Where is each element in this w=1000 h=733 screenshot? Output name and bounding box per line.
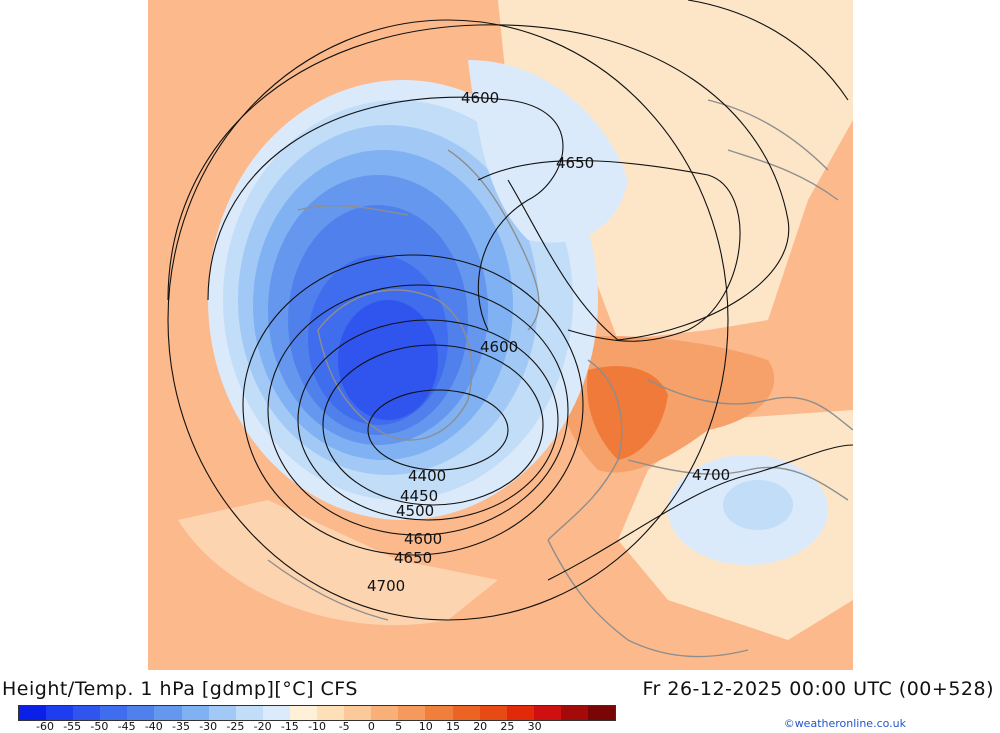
contour-label: 4450 <box>400 487 438 505</box>
legend-swatch <box>289 706 318 720</box>
contour-4500 <box>297 319 559 521</box>
cold-patch-east-core <box>723 480 793 530</box>
legend-tick-label: -60 <box>36 720 54 733</box>
legend-tick-label: -30 <box>199 720 218 733</box>
legend-tick-label: -40 <box>144 720 163 733</box>
legend-swatch <box>506 706 534 720</box>
legend-swatch <box>533 706 561 720</box>
map-title: Height/Temp. 1 hPa [gdmp][°C] CFS <box>2 678 358 700</box>
weather-map: 4600 4650 4600 4400 4450 4500 4600 4650 … <box>148 0 853 670</box>
contour-4650-north <box>167 24 790 341</box>
contour-label: 4700 <box>692 466 730 484</box>
legend-swatch <box>479 706 507 720</box>
map-canvas: 4600 4650 4600 4400 4450 4500 4600 4650 … <box>148 0 853 670</box>
legend-tick-label: -20 <box>253 720 272 733</box>
contour-label: 4600 <box>480 338 518 356</box>
warm-anomaly-inner <box>587 366 668 460</box>
contour-4400 <box>367 389 509 471</box>
contour-4600-north <box>207 96 564 331</box>
legend-swatch <box>371 706 399 720</box>
contour-4700-east <box>547 444 853 581</box>
contour-4700-ne <box>687 0 849 101</box>
legend-swatch <box>560 706 588 720</box>
legend-tick-label: -15 <box>280 720 299 733</box>
legend-swatch <box>587 706 616 720</box>
contour-4550 <box>267 284 569 536</box>
contour-4650-mid <box>477 160 741 342</box>
color-legend-ticks: -60 -55 -50 -45 -40 -35 -30 -25 -20 -15 -10 -5 0 5 10 1… <box>18 720 564 733</box>
legend-tick-label: 30 <box>527 720 542 733</box>
legend-swatch <box>317 706 345 720</box>
legend-swatch <box>452 706 480 720</box>
legend-swatch <box>127 706 155 720</box>
legend-swatch <box>19 706 47 720</box>
legend-swatch <box>398 706 426 720</box>
legend-swatch <box>73 706 101 720</box>
contour-label: 4600 <box>404 530 442 548</box>
valid-time: Fr 26-12-2025 00:00 UTC (00+528) <box>642 678 994 700</box>
light-warm-region-south <box>178 500 498 626</box>
contour-label: 4500 <box>396 502 434 520</box>
legend-tick-label: 0 <box>367 720 375 733</box>
legend-swatch <box>181 706 209 720</box>
contour-label: 4650 <box>556 154 594 172</box>
contour-label: 4700 <box>367 577 405 595</box>
coastlines <box>267 99 853 658</box>
legend-tick-label: -55 <box>63 720 82 733</box>
legend-tick-label: 25 <box>500 720 515 733</box>
legend-swatch <box>154 706 182 720</box>
legend-tick-label: 20 <box>473 720 488 733</box>
height-contours <box>167 0 853 621</box>
contour-labels: 4600 4650 4600 4400 4450 4500 4600 4650 … <box>367 89 730 595</box>
contour-4600 <box>242 254 584 556</box>
credit-text: ©weatheronline.co.uk <box>783 717 906 730</box>
legend-tick-label: 5 <box>395 720 403 733</box>
legend-swatch <box>100 706 128 720</box>
contour-label: 4400 <box>408 467 446 485</box>
legend-tick-label: -50 <box>90 720 109 733</box>
legend-tick-label: -10 <box>308 720 326 733</box>
legend-tick-label: 10 <box>418 720 433 733</box>
cold-tongue-north <box>468 60 628 243</box>
contour-label: 4600 <box>461 89 499 107</box>
legend-tick-label: -25 <box>226 720 245 733</box>
legend-swatch <box>208 706 236 720</box>
cold-region-core <box>338 300 438 420</box>
contour-4450 <box>322 344 544 506</box>
legend-swatch <box>235 706 263 720</box>
contour-label: 4650 <box>394 549 432 567</box>
color-legend-bar <box>18 705 617 721</box>
legend-swatch <box>262 706 290 720</box>
legend-tick-label: -35 <box>172 720 190 733</box>
legend-tick-label: 15 <box>446 720 460 733</box>
legend-tick-label: -5 <box>338 720 350 733</box>
legend-swatch <box>425 706 453 720</box>
legend-swatch <box>46 706 74 720</box>
legend-tick-label: -45 <box>117 720 136 733</box>
contour-4700-outer <box>167 19 729 621</box>
legend-swatch <box>344 706 372 720</box>
